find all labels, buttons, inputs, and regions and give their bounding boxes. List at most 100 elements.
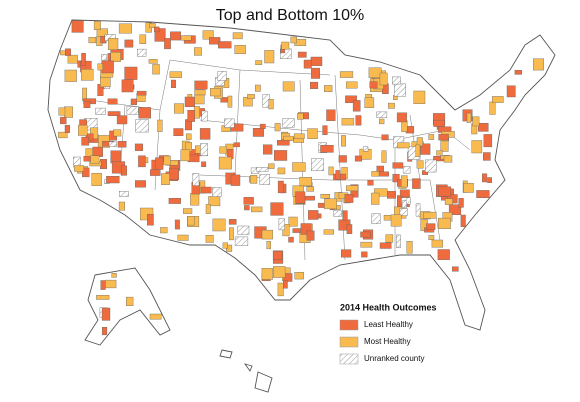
county	[323, 229, 334, 235]
county	[227, 95, 233, 108]
county	[110, 150, 122, 164]
county	[108, 38, 119, 50]
county	[376, 111, 388, 118]
county	[458, 197, 464, 208]
county	[354, 155, 363, 162]
legend-swatch	[339, 353, 359, 365]
county	[482, 173, 488, 183]
county	[187, 216, 195, 226]
county	[187, 109, 195, 122]
county	[335, 170, 341, 180]
county	[90, 155, 100, 164]
county	[90, 127, 99, 139]
legend-swatch	[339, 336, 359, 348]
county	[368, 67, 382, 78]
county	[117, 140, 127, 148]
county	[217, 71, 227, 81]
county	[247, 94, 255, 99]
county	[288, 216, 298, 227]
county	[387, 191, 396, 199]
county	[65, 48, 72, 56]
county	[472, 116, 480, 127]
county	[200, 186, 212, 194]
county	[346, 224, 353, 235]
county	[399, 189, 410, 198]
county	[392, 173, 400, 183]
county	[364, 97, 375, 108]
county	[185, 133, 192, 140]
county	[306, 186, 314, 192]
county	[67, 54, 78, 64]
county	[254, 84, 261, 92]
county	[201, 161, 207, 168]
county	[341, 249, 352, 258]
county	[438, 217, 451, 230]
county	[146, 213, 154, 226]
map-title: Top and Bottom 10%	[216, 7, 365, 24]
county	[194, 47, 202, 56]
county	[379, 72, 388, 86]
county	[194, 80, 208, 90]
county	[341, 135, 346, 147]
county	[88, 37, 97, 44]
county	[118, 23, 132, 34]
county	[489, 101, 496, 115]
county	[219, 146, 227, 154]
county	[190, 193, 200, 206]
county	[360, 231, 371, 238]
county	[149, 169, 161, 176]
county	[385, 234, 394, 243]
county	[399, 208, 408, 216]
county	[300, 223, 312, 235]
county	[199, 128, 211, 140]
county	[82, 167, 90, 178]
county	[182, 208, 193, 214]
legend-label: Most Healthy	[364, 337, 411, 346]
county	[124, 66, 138, 80]
county	[268, 163, 275, 169]
county	[138, 155, 146, 168]
county	[251, 206, 263, 213]
legend-label: Least Healthy	[364, 320, 413, 329]
county	[452, 266, 459, 272]
county	[180, 149, 190, 162]
county	[95, 107, 106, 115]
county	[360, 241, 373, 248]
county	[212, 218, 226, 232]
county	[533, 58, 544, 71]
county	[294, 272, 304, 280]
county	[101, 307, 111, 321]
county	[274, 123, 281, 132]
county	[371, 192, 380, 205]
county	[320, 144, 334, 153]
county	[310, 56, 323, 66]
county	[261, 229, 274, 240]
county	[282, 81, 295, 92]
county	[306, 230, 315, 241]
county	[303, 59, 312, 69]
county	[108, 141, 117, 147]
county	[60, 116, 67, 125]
county	[311, 67, 320, 79]
county	[299, 176, 312, 187]
county	[270, 202, 284, 216]
county	[101, 327, 108, 336]
county	[333, 210, 342, 217]
contiguous-us	[47, 19, 556, 331]
county	[425, 159, 437, 173]
county	[81, 136, 90, 146]
legend-swatch	[339, 319, 359, 331]
county	[266, 241, 271, 250]
county	[283, 135, 294, 142]
county	[346, 185, 359, 192]
county	[58, 131, 68, 139]
county	[277, 140, 290, 146]
county	[355, 115, 362, 126]
county	[180, 35, 192, 41]
county	[119, 191, 129, 197]
county	[293, 133, 305, 139]
county	[290, 36, 297, 44]
county	[295, 191, 306, 204]
county	[379, 118, 385, 125]
county	[259, 123, 266, 129]
